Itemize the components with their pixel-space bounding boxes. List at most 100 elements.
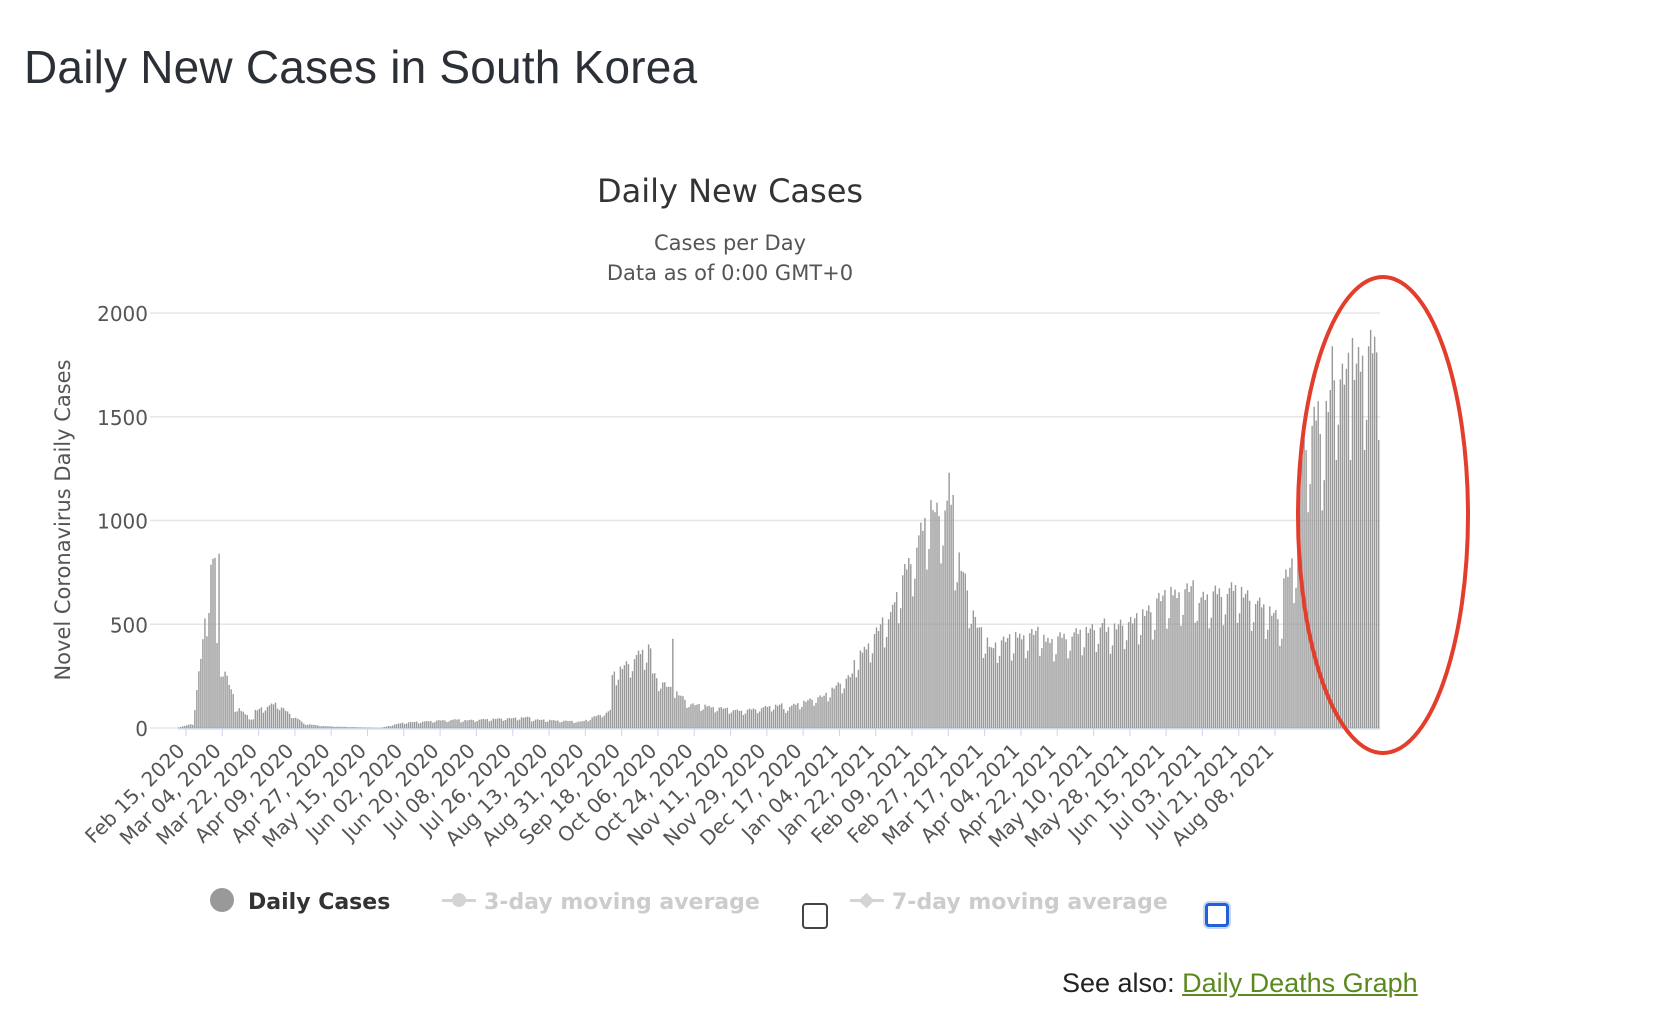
bar[interactable] xyxy=(323,726,325,728)
bar[interactable] xyxy=(994,642,997,728)
bar[interactable] xyxy=(857,669,860,728)
bar[interactable] xyxy=(986,637,989,728)
bar[interactable] xyxy=(442,720,444,728)
bar[interactable] xyxy=(250,719,253,728)
bar[interactable] xyxy=(730,712,733,728)
bar[interactable] xyxy=(1029,633,1031,728)
bar[interactable] xyxy=(1146,610,1148,728)
bar[interactable] xyxy=(1051,639,1053,728)
bar[interactable] xyxy=(643,669,646,728)
bar[interactable] xyxy=(1234,585,1237,728)
bar[interactable] xyxy=(589,720,591,728)
bar[interactable] xyxy=(286,711,289,728)
bar[interactable] xyxy=(708,705,710,728)
daily-deaths-graph-link[interactable]: Daily Deaths Graph xyxy=(1182,968,1418,998)
bar[interactable] xyxy=(238,708,240,728)
bar[interactable] xyxy=(214,557,216,728)
bar[interactable] xyxy=(405,723,408,728)
bar[interactable] xyxy=(299,719,301,728)
bar[interactable] xyxy=(415,721,418,728)
bar[interactable] xyxy=(430,720,432,728)
bar[interactable] xyxy=(772,709,775,729)
bar[interactable] xyxy=(522,717,525,728)
bar[interactable] xyxy=(561,721,563,728)
bar[interactable] xyxy=(889,612,892,728)
bar[interactable] xyxy=(508,717,511,728)
bar[interactable] xyxy=(934,512,936,728)
bar[interactable] xyxy=(331,726,333,728)
bar[interactable] xyxy=(579,721,581,728)
bar[interactable] xyxy=(956,582,958,728)
bar[interactable] xyxy=(476,721,478,728)
bar[interactable] xyxy=(1353,379,1356,728)
bar[interactable] xyxy=(190,724,192,728)
bar[interactable] xyxy=(1006,638,1009,728)
bar[interactable] xyxy=(740,710,743,728)
bar[interactable] xyxy=(966,590,968,728)
bar[interactable] xyxy=(968,628,970,728)
bar[interactable] xyxy=(974,616,977,728)
bar[interactable] xyxy=(847,675,849,728)
bar[interactable] xyxy=(1113,623,1116,728)
bar[interactable] xyxy=(315,724,317,728)
bar[interactable] xyxy=(684,699,686,728)
bar[interactable] xyxy=(692,703,694,728)
bar[interactable] xyxy=(920,522,922,728)
bar[interactable] xyxy=(258,708,261,728)
bar[interactable] xyxy=(871,653,874,728)
bar[interactable] xyxy=(954,590,956,728)
bar[interactable] xyxy=(488,721,490,728)
bar[interactable] xyxy=(478,719,480,728)
bar[interactable] xyxy=(904,564,906,728)
bar[interactable] xyxy=(766,707,769,728)
bar[interactable] xyxy=(389,726,392,728)
bar[interactable] xyxy=(1178,592,1180,728)
bar[interactable] xyxy=(395,724,398,728)
bar[interactable] xyxy=(276,708,279,728)
bar[interactable] xyxy=(1077,634,1079,728)
bar[interactable] xyxy=(883,647,886,729)
bar[interactable] xyxy=(926,569,928,728)
bar[interactable] xyxy=(1337,424,1340,728)
bar[interactable] xyxy=(964,573,966,728)
bar[interactable] xyxy=(327,726,329,728)
bar[interactable] xyxy=(605,712,607,728)
bar[interactable] xyxy=(246,715,248,728)
bar[interactable] xyxy=(518,719,521,728)
bar[interactable] xyxy=(670,686,672,728)
bar[interactable] xyxy=(539,719,541,728)
bar[interactable] xyxy=(1081,655,1083,728)
bar[interactable] xyxy=(972,610,975,728)
bar[interactable] xyxy=(1196,620,1198,728)
bar[interactable] xyxy=(655,678,658,728)
bar[interactable] xyxy=(700,711,702,728)
bar[interactable] xyxy=(448,721,450,728)
bar[interactable] xyxy=(1087,632,1089,728)
bar[interactable] xyxy=(204,618,206,728)
bar[interactable] xyxy=(1319,433,1321,728)
bar[interactable] xyxy=(232,694,234,728)
bar[interactable] xyxy=(1256,600,1259,728)
bar[interactable] xyxy=(1140,635,1142,728)
bar[interactable] xyxy=(950,504,952,728)
bar[interactable] xyxy=(875,627,878,728)
bar[interactable] xyxy=(887,619,890,728)
bar[interactable] xyxy=(1192,580,1194,728)
bar[interactable] xyxy=(573,722,575,728)
bar[interactable] xyxy=(182,726,184,728)
bar[interactable] xyxy=(341,726,343,728)
bar[interactable] xyxy=(1361,355,1364,728)
bar[interactable] xyxy=(1363,449,1366,728)
bar[interactable] xyxy=(256,710,259,728)
bar[interactable] xyxy=(407,722,410,728)
bar[interactable] xyxy=(746,709,749,728)
bar[interactable] xyxy=(637,650,640,728)
bar[interactable] xyxy=(1244,593,1247,728)
bar[interactable] xyxy=(418,723,420,728)
bar[interactable] xyxy=(464,720,466,728)
bar[interactable] xyxy=(210,564,212,728)
bar[interactable] xyxy=(1156,598,1158,728)
bar[interactable] xyxy=(942,545,944,728)
bar[interactable] xyxy=(200,658,202,728)
bar[interactable] xyxy=(444,720,446,728)
